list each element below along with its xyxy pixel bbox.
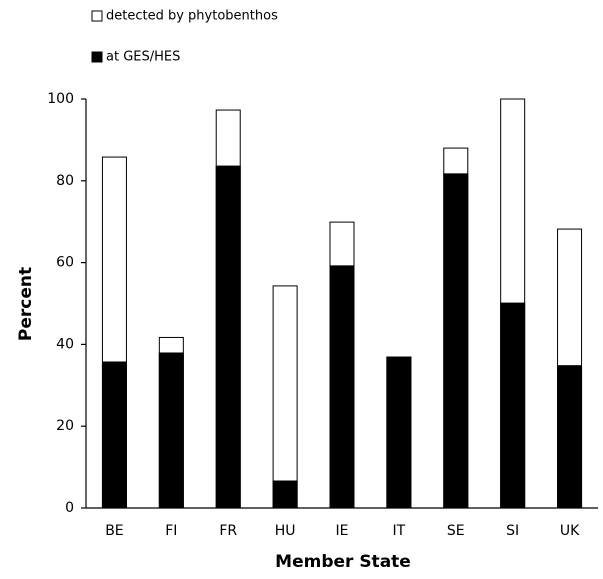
bar	[272, 480, 298, 509]
bar	[500, 302, 526, 509]
y-tick-label: 0	[65, 500, 74, 516]
legend-swatch	[91, 51, 103, 63]
x-axis-title: Member State	[275, 552, 411, 572]
bar	[272, 285, 298, 509]
legend-label: at GES/HES	[106, 50, 180, 65]
bar	[557, 365, 583, 509]
x-tick-label: FR	[219, 523, 237, 539]
y-tick-label: 100	[47, 91, 74, 107]
y-axis-title: Percent	[16, 267, 36, 341]
x-tick-label: FI	[165, 523, 177, 539]
y-tick-label: 40	[56, 336, 74, 352]
bar	[101, 361, 127, 509]
x-tick-label: SE	[447, 523, 465, 539]
x-tick-label: IT	[393, 523, 406, 539]
y-tick-label: 60	[56, 255, 74, 271]
bar	[386, 356, 412, 509]
x-tick-label: IE	[336, 523, 349, 539]
bar	[215, 165, 241, 509]
y-tick-label: 80	[56, 173, 74, 189]
x-tick-label: HU	[275, 523, 296, 539]
y-tick-label: 20	[56, 418, 74, 434]
x-tick-label: UK	[560, 523, 580, 539]
x-tick-label: SI	[506, 523, 519, 539]
legend-label: detected by phytobenthos	[106, 9, 278, 24]
bar	[329, 265, 355, 509]
x-tick-label: BE	[105, 523, 123, 539]
bar	[443, 173, 469, 509]
legend-swatch	[91, 10, 103, 22]
bar	[158, 352, 184, 509]
